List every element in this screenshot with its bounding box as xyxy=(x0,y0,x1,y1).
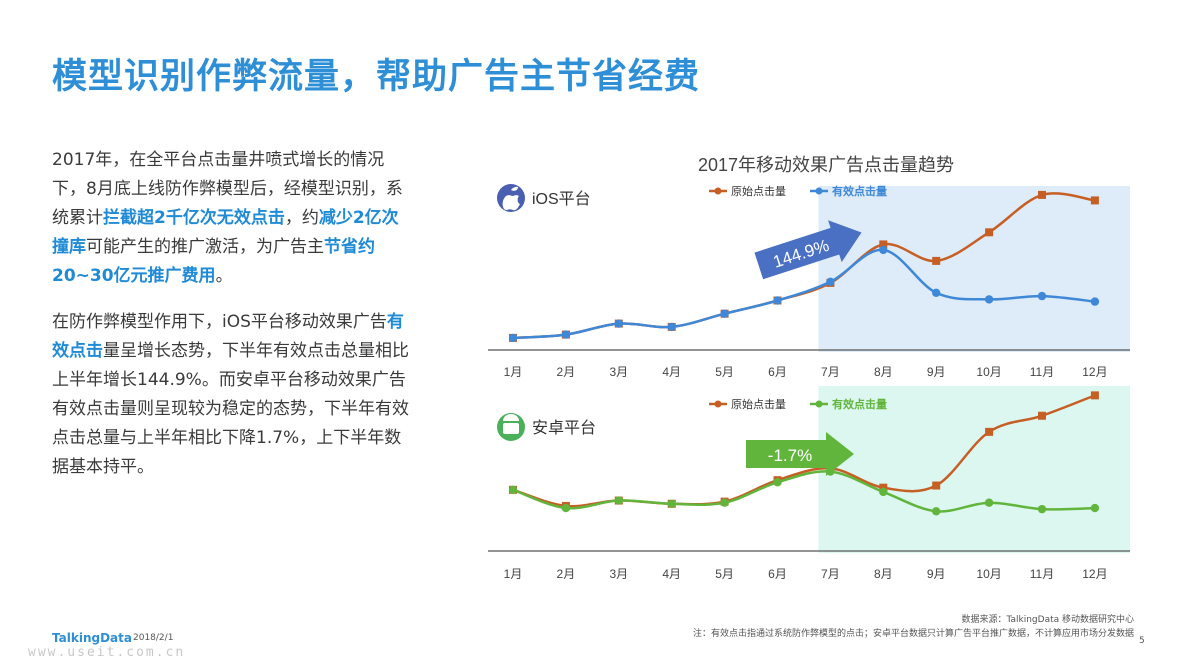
data-point xyxy=(614,319,623,328)
data-point xyxy=(879,483,888,492)
series-line xyxy=(512,470,1095,513)
x-tick-label: 7月 xyxy=(821,567,840,581)
data-point xyxy=(932,256,941,265)
highlight-text: 有效点击 xyxy=(52,312,404,361)
android-body xyxy=(503,423,519,434)
legend-label: 有效点击量 xyxy=(832,184,887,198)
footnote: 注：有效点击指通过系统防作弊模型的点击；安卓平台数据只计算广告平台推广数据，不计… xyxy=(692,629,1134,639)
x-tick-label: 3月 xyxy=(609,567,628,581)
data-point xyxy=(1038,190,1046,199)
x-tick-label: 11月 xyxy=(1030,365,1054,379)
data-point xyxy=(1090,297,1100,306)
x-tick-label: 1月 xyxy=(504,567,523,581)
x-tick-label: 2月 xyxy=(557,567,576,581)
platform-label: iOS平台 xyxy=(532,190,591,208)
x-tick-label: 9月 xyxy=(927,567,946,581)
data-point xyxy=(984,498,994,507)
legend-marker xyxy=(815,400,823,408)
data-point xyxy=(879,487,888,497)
data-point xyxy=(1038,411,1046,420)
data-point xyxy=(1090,503,1100,513)
legend-label: 原始点击量 xyxy=(731,397,786,411)
data-point xyxy=(720,498,729,507)
legend-marker xyxy=(714,400,722,408)
data-point xyxy=(826,277,835,286)
data-source-note: 数据来源：TalkingData 移动数据研究中心 xyxy=(961,615,1134,625)
body-text: 量呈增长态势，下半年有效点击总量相比上半年增长144.9%。而安卓平台移动效果广… xyxy=(52,341,409,477)
data-point xyxy=(561,503,571,513)
data-point xyxy=(985,427,994,436)
data-point xyxy=(932,481,941,490)
x-tick-label: 12月 xyxy=(1082,567,1107,581)
data-point xyxy=(932,507,941,516)
data-point xyxy=(667,322,676,332)
x-tick-label: 5月 xyxy=(715,365,734,379)
platform-label: 安卓平台 xyxy=(532,419,596,437)
legend-marker xyxy=(714,187,722,195)
data-point xyxy=(508,333,518,343)
highlight-text: 拦截超2千亿次无效点击 xyxy=(103,208,285,228)
x-tick-label: 8月 xyxy=(874,567,893,581)
data-point xyxy=(561,330,571,339)
x-tick-label: 6月 xyxy=(768,567,787,581)
apple-glyph xyxy=(502,186,520,211)
x-tick-label: 2月 xyxy=(557,365,576,379)
legend-marker xyxy=(815,187,823,195)
body-text: 可能产生的推广激活，为广告主 xyxy=(86,237,324,257)
data-point xyxy=(773,478,782,487)
body-text: 2017年，在全平台点击量井喷式增长的情况下，8月底上线防作弊模型后，经模型识别… xyxy=(52,150,403,228)
highlight-text: 节省约20~30亿元推广费用 xyxy=(52,237,375,286)
highlight-text: 减少2亿次撞库 xyxy=(52,208,399,257)
second-half-highlight xyxy=(818,186,1130,352)
arrow-shape xyxy=(754,220,862,280)
watermark: www.useit.com.cn xyxy=(28,645,186,660)
data-point xyxy=(984,295,994,304)
x-tick-label: 6月 xyxy=(768,365,787,379)
page-number: 5 xyxy=(1139,636,1145,646)
data-point xyxy=(879,245,888,255)
data-point xyxy=(614,496,623,505)
report-date: 2018/2/1 xyxy=(133,633,174,643)
x-tick-label: 1月 xyxy=(504,365,523,379)
summary-paragraph-2: 在防作弊模型作用下，iOS平台移动效果广告有效点击量呈增长态势，下半年有效点击总… xyxy=(52,308,412,482)
arrow-shape xyxy=(746,432,854,476)
x-tick-label: 5月 xyxy=(715,567,734,581)
x-tick-label: 4月 xyxy=(662,567,681,581)
x-tick-label: 12月 xyxy=(1082,365,1107,379)
x-tick-label: 4月 xyxy=(662,365,681,379)
data-point xyxy=(667,499,676,508)
chart-title: 2017年移动效果广告点击量趋势 xyxy=(698,155,954,175)
data-point xyxy=(879,240,888,249)
talkingdata-logo: TalkingData xyxy=(52,631,132,645)
arrow-label: -1.7% xyxy=(768,446,812,465)
data-point xyxy=(985,228,994,237)
data-point xyxy=(1090,196,1099,205)
data-point xyxy=(932,288,941,297)
body-text: ，约 xyxy=(284,208,319,228)
data-point xyxy=(773,296,782,305)
x-tick-label: 8月 xyxy=(874,365,893,379)
legend-label: 原始点击量 xyxy=(731,184,786,198)
x-tick-label: 9月 xyxy=(927,365,946,379)
android-head xyxy=(503,414,519,421)
change-arrow: -1.7% xyxy=(746,432,854,476)
x-tick-label: 10月 xyxy=(976,365,1001,379)
x-tick-label: 10月 xyxy=(976,567,1001,581)
data-point xyxy=(508,485,518,495)
data-point xyxy=(1037,504,1047,514)
page-title: 模型识别作弊流量，帮助广告主节省经费 xyxy=(52,57,701,97)
body-text: 在防作弊模型作用下，iOS平台移动效果广告 xyxy=(52,312,387,332)
data-point xyxy=(720,309,729,318)
body-text: 。 xyxy=(215,266,233,286)
legend-label: 有效点击量 xyxy=(832,397,887,411)
data-point xyxy=(1037,291,1047,301)
x-tick-label: 11月 xyxy=(1030,567,1054,581)
summary-paragraph-1: 2017年，在全平台点击量井喷式增长的情况下，8月底上线防作弊模型后，经模型识别… xyxy=(52,146,412,291)
second-half-highlight xyxy=(818,386,1130,553)
x-tick-label: 3月 xyxy=(609,365,628,379)
x-tick-label: 7月 xyxy=(821,365,840,379)
data-point xyxy=(1090,391,1099,400)
